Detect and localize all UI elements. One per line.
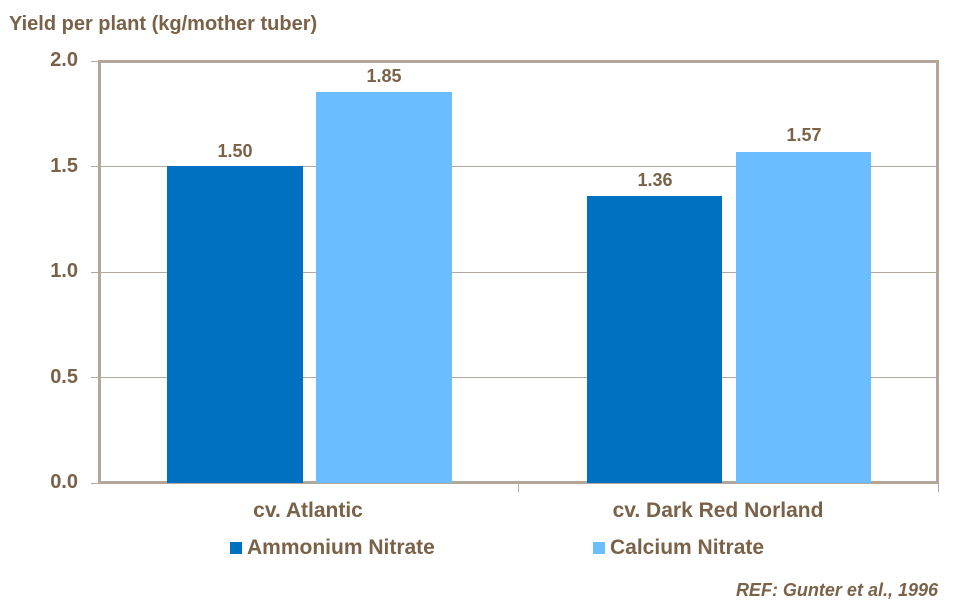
gridline-1-0	[98, 272, 939, 273]
bar-atlantic-ammonium-nitrate	[167, 166, 303, 483]
y-tick-label: 0.0	[50, 471, 78, 493]
gridline-0-5	[98, 377, 939, 378]
data-label: 1.36	[637, 170, 673, 190]
y-tick	[91, 61, 99, 62]
y-tick	[91, 483, 99, 484]
legend-label: Calcium Nitrate	[610, 536, 765, 559]
y-tick	[91, 377, 99, 378]
legend-swatch-icon	[230, 542, 242, 554]
category-label-atlantic: cv. Atlantic	[253, 499, 363, 522]
x-tick	[938, 484, 939, 492]
legend-item-ammonium-nitrate: Ammonium Nitrate	[230, 536, 435, 560]
data-label: 1.50	[217, 141, 253, 161]
gridline-1-5	[98, 166, 939, 167]
y-axis-title: Yield per plant (kg/mother tuber)	[9, 13, 318, 35]
bar-norland-calcium-nitrate	[736, 152, 871, 483]
y-tick-label: 2.0	[50, 49, 78, 71]
data-label: 1.85	[366, 66, 402, 86]
legend-swatch-icon	[593, 542, 605, 554]
x-tick	[518, 484, 519, 492]
y-tick-label: 1.0	[50, 260, 78, 282]
bar-atlantic-calcium-nitrate	[316, 92, 452, 483]
reference-annotation: REF: Gunter et al., 1996	[735, 580, 938, 600]
category-label-dark-red-norland: cv. Dark Red Norland	[612, 499, 824, 522]
y-tick	[91, 166, 99, 167]
bar-norland-ammonium-nitrate	[587, 196, 722, 483]
y-tick	[91, 272, 99, 273]
y-tick-label: 1.5	[50, 155, 78, 177]
legend-label: Ammonium Nitrate	[247, 536, 435, 559]
data-label: 1.57	[786, 125, 822, 145]
y-tick-label: 0.5	[50, 366, 78, 388]
legend-item-calcium-nitrate: Calcium Nitrate	[593, 536, 764, 560]
